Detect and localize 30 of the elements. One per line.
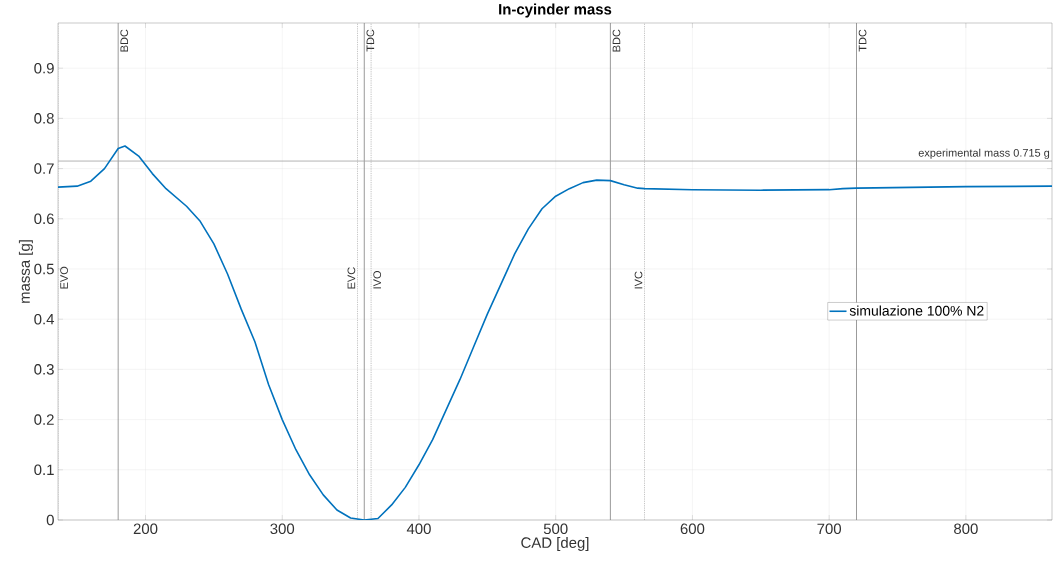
- x-tick-label: 400: [406, 523, 431, 535]
- ref-line-label: IVO: [373, 271, 382, 289]
- y-tick-label: 0.8: [34, 113, 54, 124]
- y-tick-label: 0.9: [34, 62, 54, 74]
- ref-line-label: experimental mass 0.715 g: [918, 148, 1050, 159]
- y-tick-label: 0.2: [34, 414, 54, 425]
- y-tick-label: 0.7: [34, 163, 54, 174]
- y-tick-label: 0.1: [34, 464, 54, 476]
- x-tick-label: 200: [133, 523, 158, 535]
- ref-line-label: IVC: [634, 271, 643, 289]
- ref-line-label: EVC: [347, 267, 356, 289]
- x-tick-label: 300: [270, 523, 295, 535]
- ref-line-label: TDC: [858, 29, 867, 52]
- y-tick-label: 0.3: [34, 364, 54, 375]
- y-tick-label: 0.6: [34, 213, 54, 225]
- chart-title: In-cyinder mass: [499, 3, 612, 18]
- ref-line-label: BDC: [120, 29, 129, 52]
- y-tick-label: 0.4: [34, 313, 55, 325]
- legend-label: simulazione 100% N2: [849, 305, 984, 316]
- ref-line-label: EVO: [60, 266, 68, 289]
- x-tick-label: 500: [543, 523, 568, 535]
- x-tick-label: 600: [680, 523, 705, 535]
- ref-line-label: TDC: [366, 29, 375, 52]
- y-tick-label: 0: [46, 514, 54, 526]
- x-tick-label: 700: [817, 523, 842, 535]
- y-tick-label: 0.5: [34, 263, 54, 275]
- ref-line-label: BDC: [612, 29, 621, 52]
- y-axis-title: massa [g]: [18, 240, 33, 303]
- x-tick-label: 800: [954, 523, 978, 535]
- x-axis-title: CAD [deg]: [521, 536, 589, 551]
